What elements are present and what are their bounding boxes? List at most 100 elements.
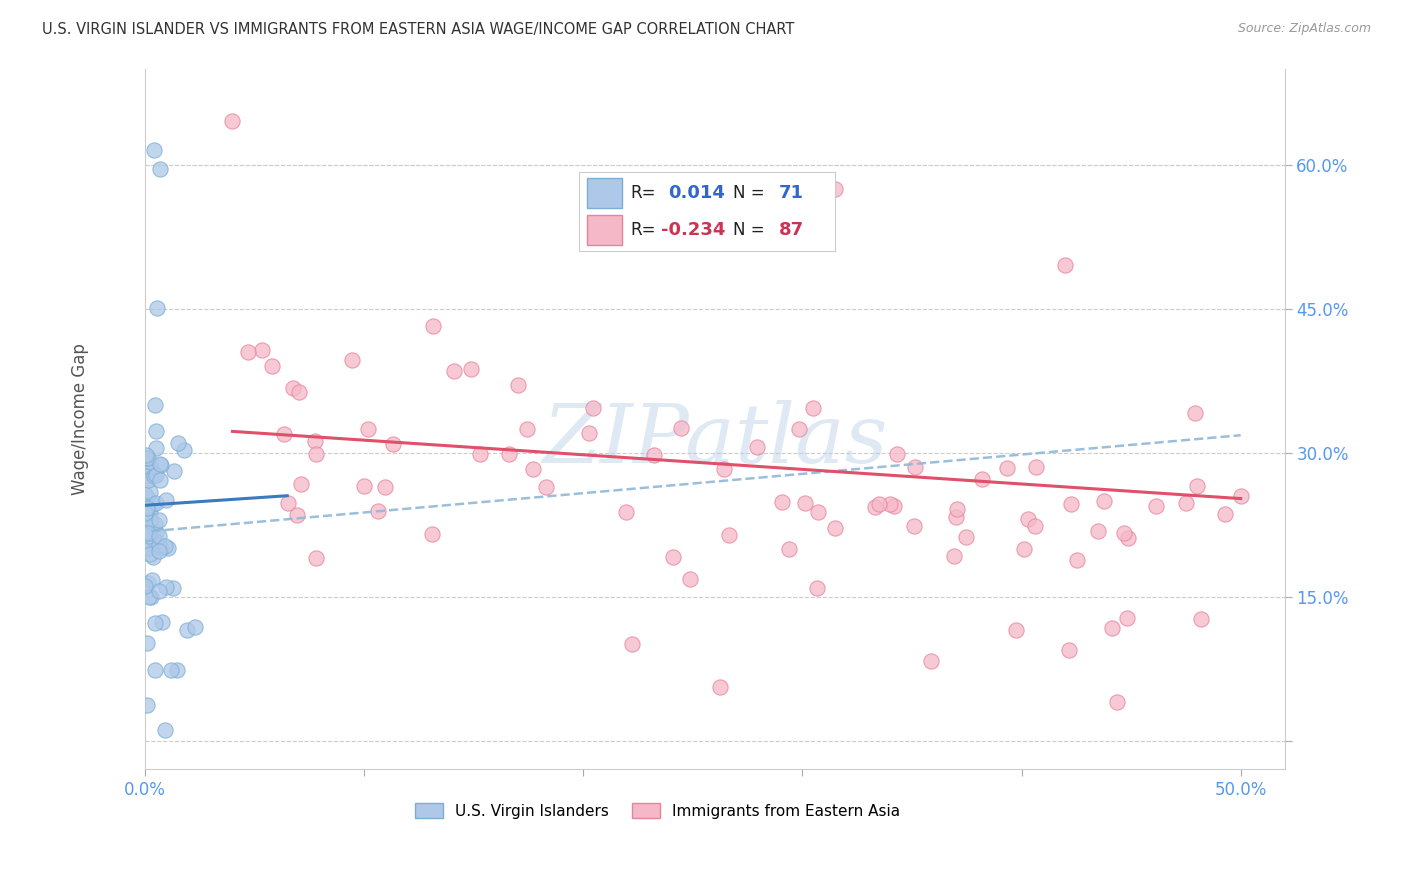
Point [806,581,828,595]
Text: N =: N = [733,221,765,239]
Point [139,506,162,520]
Point [305,551,328,566]
Point [135,469,157,483]
Text: ZIPatlas: ZIPatlas [541,400,887,480]
Point [163,464,186,478]
Point [148,529,170,543]
Point [643,448,665,462]
Point [1024,518,1046,533]
Point [778,541,800,556]
Point [136,698,159,713]
Point [946,501,969,516]
Point [142,497,165,511]
Point [135,539,157,553]
Point [285,508,308,522]
Point [824,521,846,535]
Point [522,462,544,476]
Point [290,476,312,491]
Point [160,663,183,677]
Point [143,468,166,483]
Point [620,637,643,651]
Point [794,496,817,510]
Point [260,359,283,373]
Point [824,181,846,195]
Point [277,496,299,510]
Point [153,723,176,737]
Point [136,576,159,591]
Point [148,583,170,598]
Point [135,515,157,529]
Point [367,504,389,518]
Point [166,663,188,677]
Point [995,461,1018,475]
Point [863,500,886,515]
Point [155,492,177,507]
Point [134,487,156,501]
Text: -0.234: -0.234 [661,221,725,239]
Text: 0.014: 0.014 [668,184,725,202]
Point [614,505,637,519]
Text: U.S. VIRGIN ISLANDER VS IMMIGRANTS FROM EASTERN ASIA WAGE/INCOME GAP CORRELATION: U.S. VIRGIN ISLANDER VS IMMIGRANTS FROM … [42,22,794,37]
Point [138,529,160,543]
Point [143,398,166,412]
Point [145,525,167,540]
Point [145,467,167,482]
Point [136,450,159,465]
Point [972,472,994,486]
Point [149,457,172,471]
Point [1213,508,1236,522]
Point [1184,406,1206,420]
Point [149,162,172,177]
Bar [586,178,623,208]
Point [886,447,908,461]
Point [134,579,156,593]
Point [516,422,538,436]
Point [468,447,491,461]
Point [1004,623,1026,637]
Point [273,427,295,442]
Point [578,426,600,441]
Y-axis label: Wage/Income Gap: Wage/Income Gap [72,343,89,495]
Point [709,680,731,694]
Point [221,114,243,128]
Point [150,458,173,473]
Point [149,473,172,487]
Point [340,353,363,368]
Point [134,506,156,520]
Point [281,381,304,395]
Point [1054,258,1077,272]
Point [138,461,160,475]
Point [135,636,157,650]
Point [287,384,309,399]
Point [139,485,162,500]
Point [138,500,160,514]
Point [770,495,793,509]
Point [135,448,157,462]
Point [145,441,167,455]
Point [138,513,160,527]
Point [166,436,188,450]
Point [143,533,166,548]
Point [801,401,824,415]
Point [134,520,156,534]
Point [136,525,159,540]
Point [145,664,167,678]
Point [162,582,184,596]
Point [148,544,170,558]
Point [148,538,170,552]
Point [146,301,169,316]
Point [1189,612,1212,626]
Point [135,451,157,466]
Point [153,539,176,553]
Point [1144,500,1167,514]
Point [304,434,326,449]
Point [718,527,741,541]
Point [136,473,159,487]
Point [141,573,163,587]
Point [1101,621,1123,635]
Point [139,461,162,475]
Point [1025,460,1047,475]
Point [1057,642,1080,657]
Point [173,442,195,457]
Point [879,497,901,511]
